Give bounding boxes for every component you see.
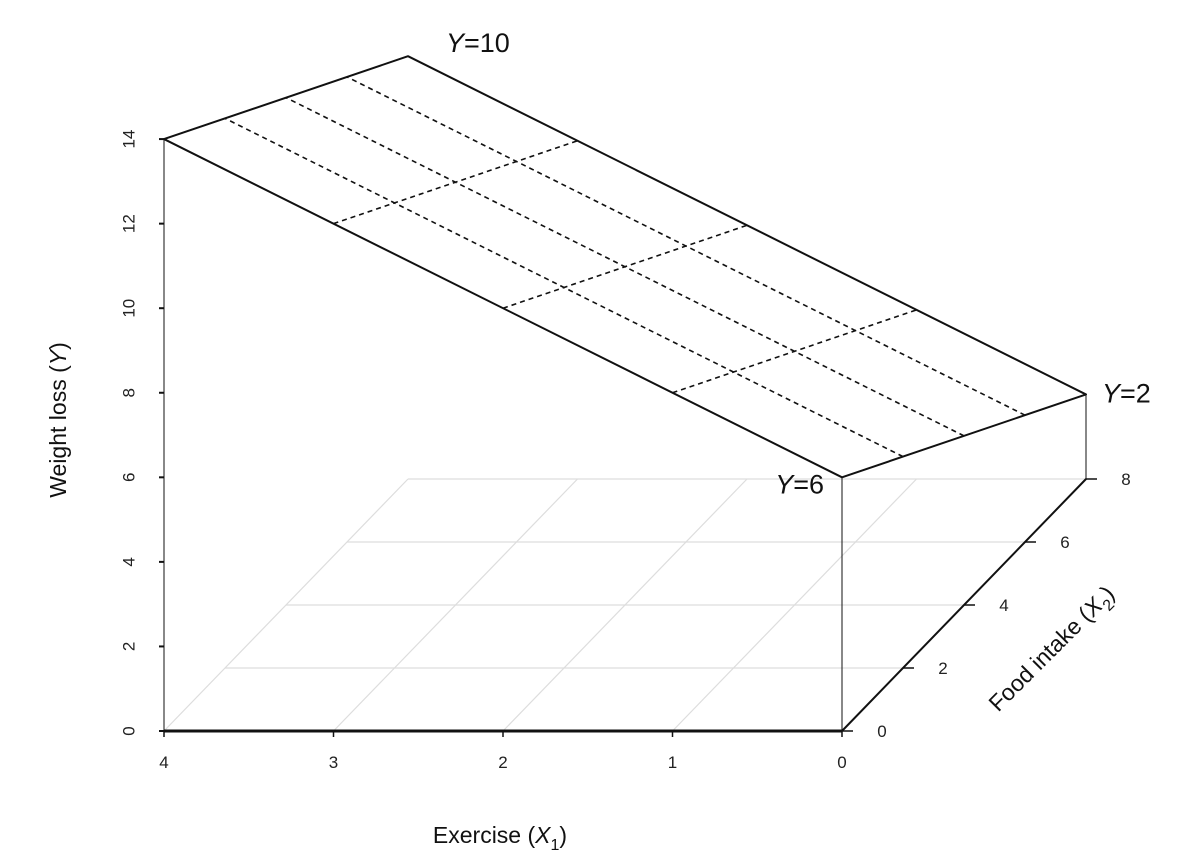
y-tick-label: 2: [120, 642, 139, 651]
plane-gridline-x2: [224, 117, 904, 458]
plane-corner-label: Y=10: [446, 28, 510, 58]
x1-tick-label: 1: [668, 753, 677, 772]
x1-axis-title: Exercise (X1): [433, 822, 567, 854]
x1-title-var: X: [534, 822, 552, 848]
plane-corner-value: =6: [793, 469, 824, 499]
box-edges: [163, 139, 1087, 731]
y-tick-label: 14: [120, 130, 139, 149]
y-title-var: Y: [45, 348, 71, 365]
x1-tick-label: 0: [837, 753, 846, 772]
x2-tick-label: 0: [877, 722, 886, 741]
x1-title-base: Exercise (: [433, 822, 536, 848]
x2-tick-label: 4: [999, 596, 1008, 615]
floor-grid: [163, 478, 1086, 732]
x1-tick-label: 4: [159, 753, 168, 772]
x1-title-close: ): [559, 822, 567, 848]
plane-corner-var: Y: [775, 469, 795, 499]
y-axis-title: Weight loss (Y): [45, 342, 71, 498]
plane-corner-var: Y: [1102, 378, 1122, 408]
y-tick-label: 4: [120, 557, 139, 566]
plane-corner-value: =2: [1120, 378, 1151, 408]
x2-tick-label: 2: [938, 659, 947, 678]
plane-gridline-x2: [285, 96, 965, 437]
y-tick-label: 10: [120, 299, 139, 318]
y-tick-label: 6: [120, 473, 139, 482]
x1-tick-label: 3: [329, 753, 338, 772]
y-tick-label: 8: [120, 388, 139, 397]
regression-plane: [163, 55, 1087, 479]
plane-corner-label: Y=6: [775, 469, 824, 499]
x2-tick-label: 8: [1121, 470, 1130, 489]
x2-title-base: Food intake (: [983, 603, 1097, 717]
plane-corner-label: Y=2: [1102, 378, 1151, 408]
y-tick-label: 0: [120, 726, 139, 735]
y-title-base: Weight loss (: [45, 365, 71, 498]
x1-title-sub: 1: [551, 837, 560, 854]
plane-corner-var: Y: [446, 28, 466, 58]
x2-tick-label: 6: [1060, 533, 1069, 552]
y-title-close: ): [45, 342, 71, 350]
plane-corner-value: =10: [464, 28, 510, 58]
plane-gridline-x2: [346, 76, 1026, 416]
y-tick-label: 12: [120, 214, 139, 233]
x1-tick-label: 2: [498, 753, 507, 772]
